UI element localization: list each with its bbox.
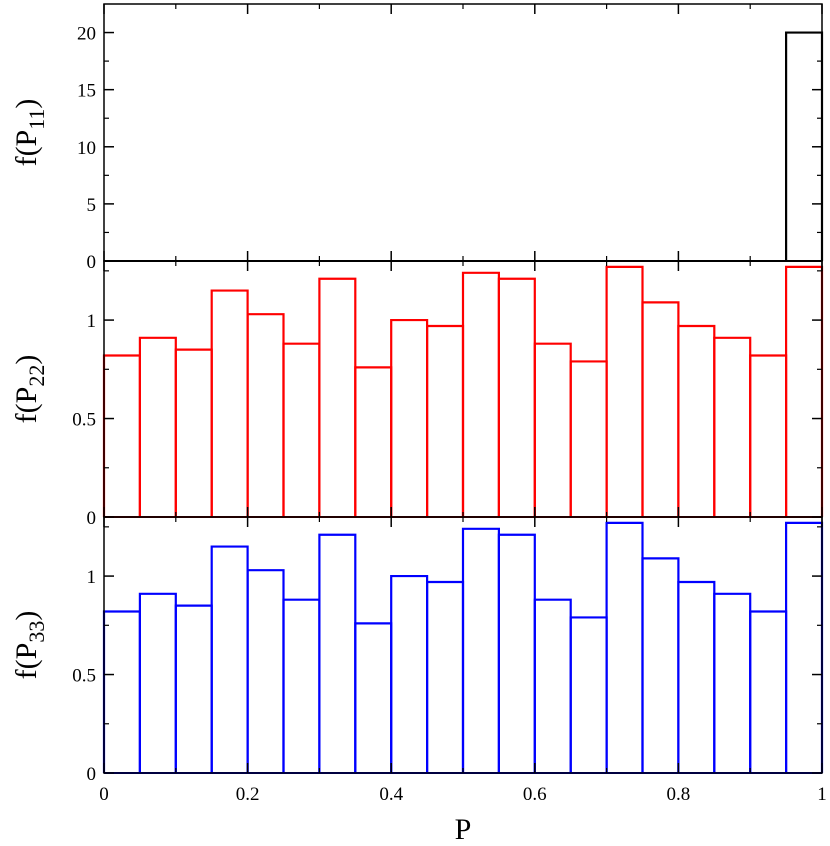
y-tick-label: 0 (87, 508, 97, 529)
histogram-bar (246, 313, 285, 517)
histogram-bar (318, 277, 357, 517)
histogram-bar (677, 324, 716, 517)
histogram-bar (461, 271, 500, 517)
histogram-bar (461, 527, 500, 773)
histogram-bar (102, 610, 141, 773)
x-tick-label: 0.4 (379, 784, 403, 805)
x-tick-label: 0.6 (523, 784, 547, 805)
histogram-bar (677, 580, 716, 773)
panel-1: 0 5 10 15 20 f(P11) (10, 3, 824, 273)
histogram-bar (533, 598, 572, 773)
histogram-bar (390, 574, 429, 773)
histogram-bar (246, 569, 285, 773)
x-tick-label: 1 (817, 784, 827, 805)
histogram-bar (641, 301, 680, 517)
y-axis-label: f(P11) (10, 99, 49, 167)
x-tick-label: 0.2 (236, 784, 260, 805)
y-tick-label: 15 (77, 81, 96, 102)
histogram-bar (282, 342, 321, 517)
y-tick-label: 0 (87, 764, 97, 785)
histogram-bar (785, 265, 824, 517)
histogram-bar (641, 557, 680, 773)
histogram-bar (138, 336, 177, 517)
histogram-bar (390, 318, 429, 517)
y-tick-label: 20 (77, 24, 96, 45)
panel-frame (103, 3, 823, 262)
histogram-bar (569, 616, 608, 773)
histogram-bar (713, 592, 752, 773)
histogram-bar (174, 348, 213, 517)
histogram-bar (605, 265, 644, 517)
histogram-bar (210, 545, 249, 773)
histogram-bar (426, 324, 465, 517)
histogram-bar (605, 521, 644, 773)
histogram-bar (174, 604, 213, 773)
panel-3: 0 0.5 1 f(P33) (10, 516, 824, 785)
histogram-bar (318, 533, 357, 773)
y-tick-label: 1 (87, 567, 97, 588)
histogram-bar (569, 360, 608, 517)
y-tick-label: 1 (87, 311, 97, 332)
y-tick-label: 0.5 (72, 666, 96, 687)
y-tick-label: 0 (87, 252, 97, 273)
histogram-bar (210, 289, 249, 517)
x-tick-label: 0 (99, 784, 109, 805)
histogram-bar (785, 521, 824, 773)
histogram-bar (713, 336, 752, 517)
histogram-bar (138, 592, 177, 773)
histogram-bar (533, 342, 572, 517)
panel-2: 0 0.5 1 f(P22) (10, 260, 824, 529)
histogram-bar (354, 622, 393, 773)
histogram-bar (426, 580, 465, 773)
histogram-bar (497, 277, 536, 517)
y-tick-label: 0.5 (72, 410, 96, 431)
y-axis-label: f(P22) (10, 355, 49, 424)
y-tick-label: 10 (77, 138, 96, 159)
y-axis-label: f(P33) (10, 611, 49, 680)
x-axis-label: P (455, 813, 472, 846)
histogram-bar (282, 598, 321, 773)
histogram-bar (354, 366, 393, 517)
x-tick-label: 0.8 (667, 784, 691, 805)
histogram-bar (749, 354, 788, 517)
histogram-bar (102, 354, 141, 517)
histogram-bar (749, 610, 788, 773)
histogram-bar (497, 533, 536, 773)
y-tick-label: 5 (87, 195, 97, 216)
